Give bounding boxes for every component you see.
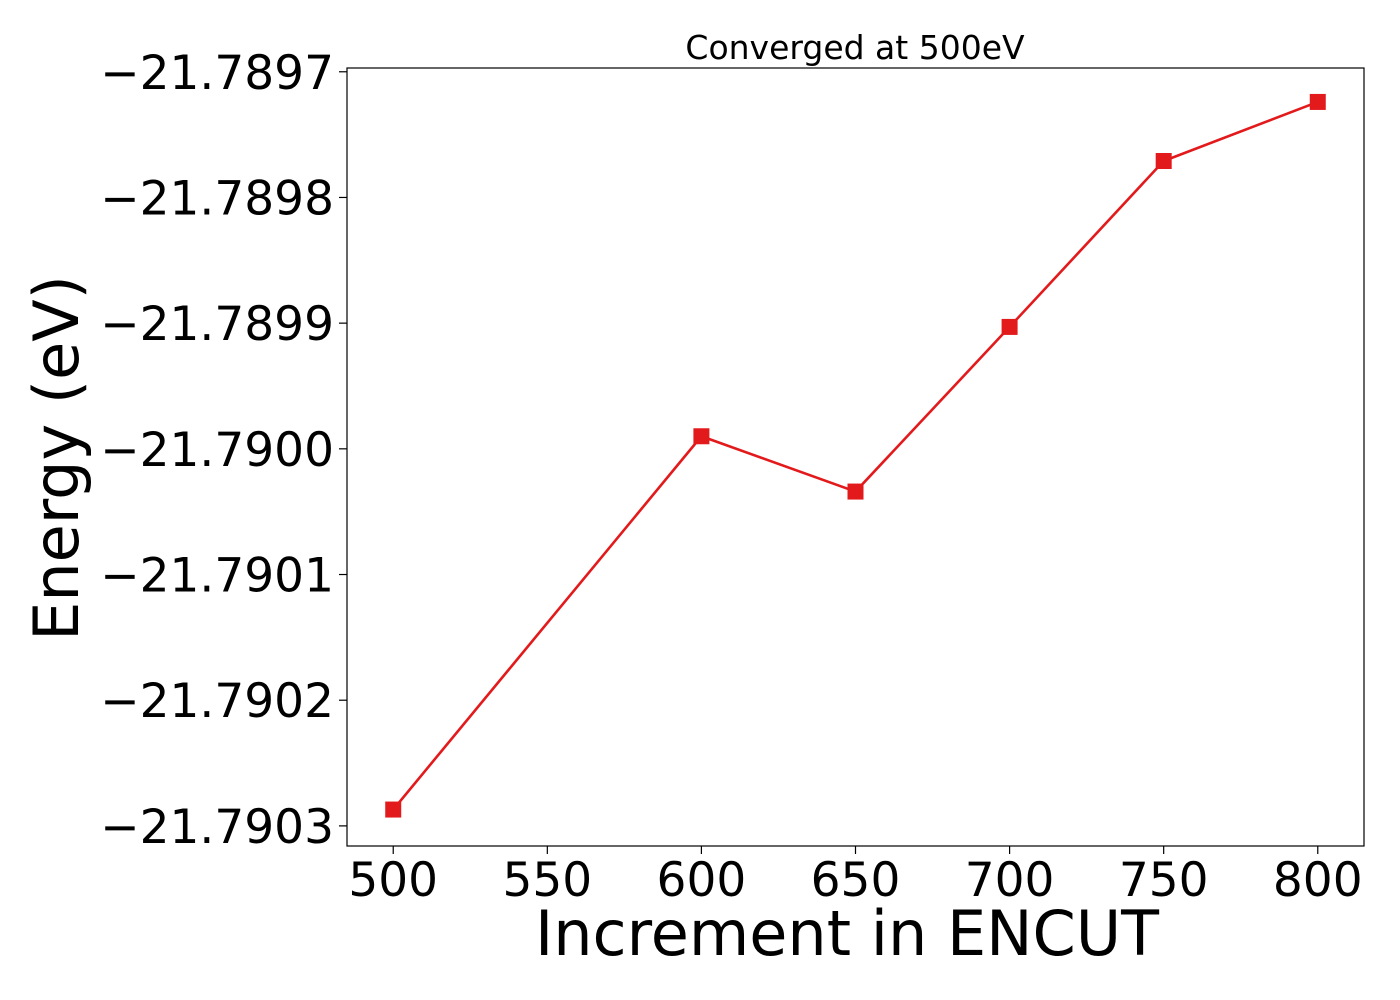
x-tick-label: 550 xyxy=(502,853,592,908)
y-tick-label: −21.7901 xyxy=(100,549,334,604)
data-point-marker xyxy=(1309,93,1326,110)
x-tick-label: 750 xyxy=(1119,853,1209,908)
x-tick-label: 600 xyxy=(657,853,747,908)
x-axis-title: Increment in ENCUT xyxy=(535,897,1160,970)
y-tick-label: −21.7900 xyxy=(100,423,334,478)
y-axis-ticks: −21.7903 −21.7902 −21.7901 −21.7900 −21.7899… xyxy=(100,46,347,855)
chart-title: Converged at 500eV xyxy=(685,28,1025,67)
plot-area xyxy=(346,67,1365,847)
x-axis-ticks: 500 550 600 650 700 750 800 xyxy=(348,846,1363,908)
data-point-marker xyxy=(385,801,402,818)
data-point-marker xyxy=(1001,318,1018,335)
series-group xyxy=(385,93,1326,818)
y-axis-title: Energy (eV) xyxy=(20,275,93,641)
y-tick-label: −21.7897 xyxy=(100,46,334,101)
data-point-marker xyxy=(1155,153,1172,170)
y-tick-label: −21.7899 xyxy=(100,297,334,352)
data-point-marker xyxy=(847,483,864,500)
x-tick-label: 500 xyxy=(348,853,438,908)
y-tick-label: −21.7898 xyxy=(100,171,334,226)
series-line xyxy=(392,100,1319,811)
x-tick-label: 800 xyxy=(1273,853,1363,908)
x-tick-label: 650 xyxy=(811,853,901,908)
x-tick-label: 700 xyxy=(965,853,1055,908)
data-point-marker xyxy=(693,428,710,445)
y-tick-label: −21.7903 xyxy=(100,800,334,855)
y-tick-label: −21.7902 xyxy=(100,674,334,729)
